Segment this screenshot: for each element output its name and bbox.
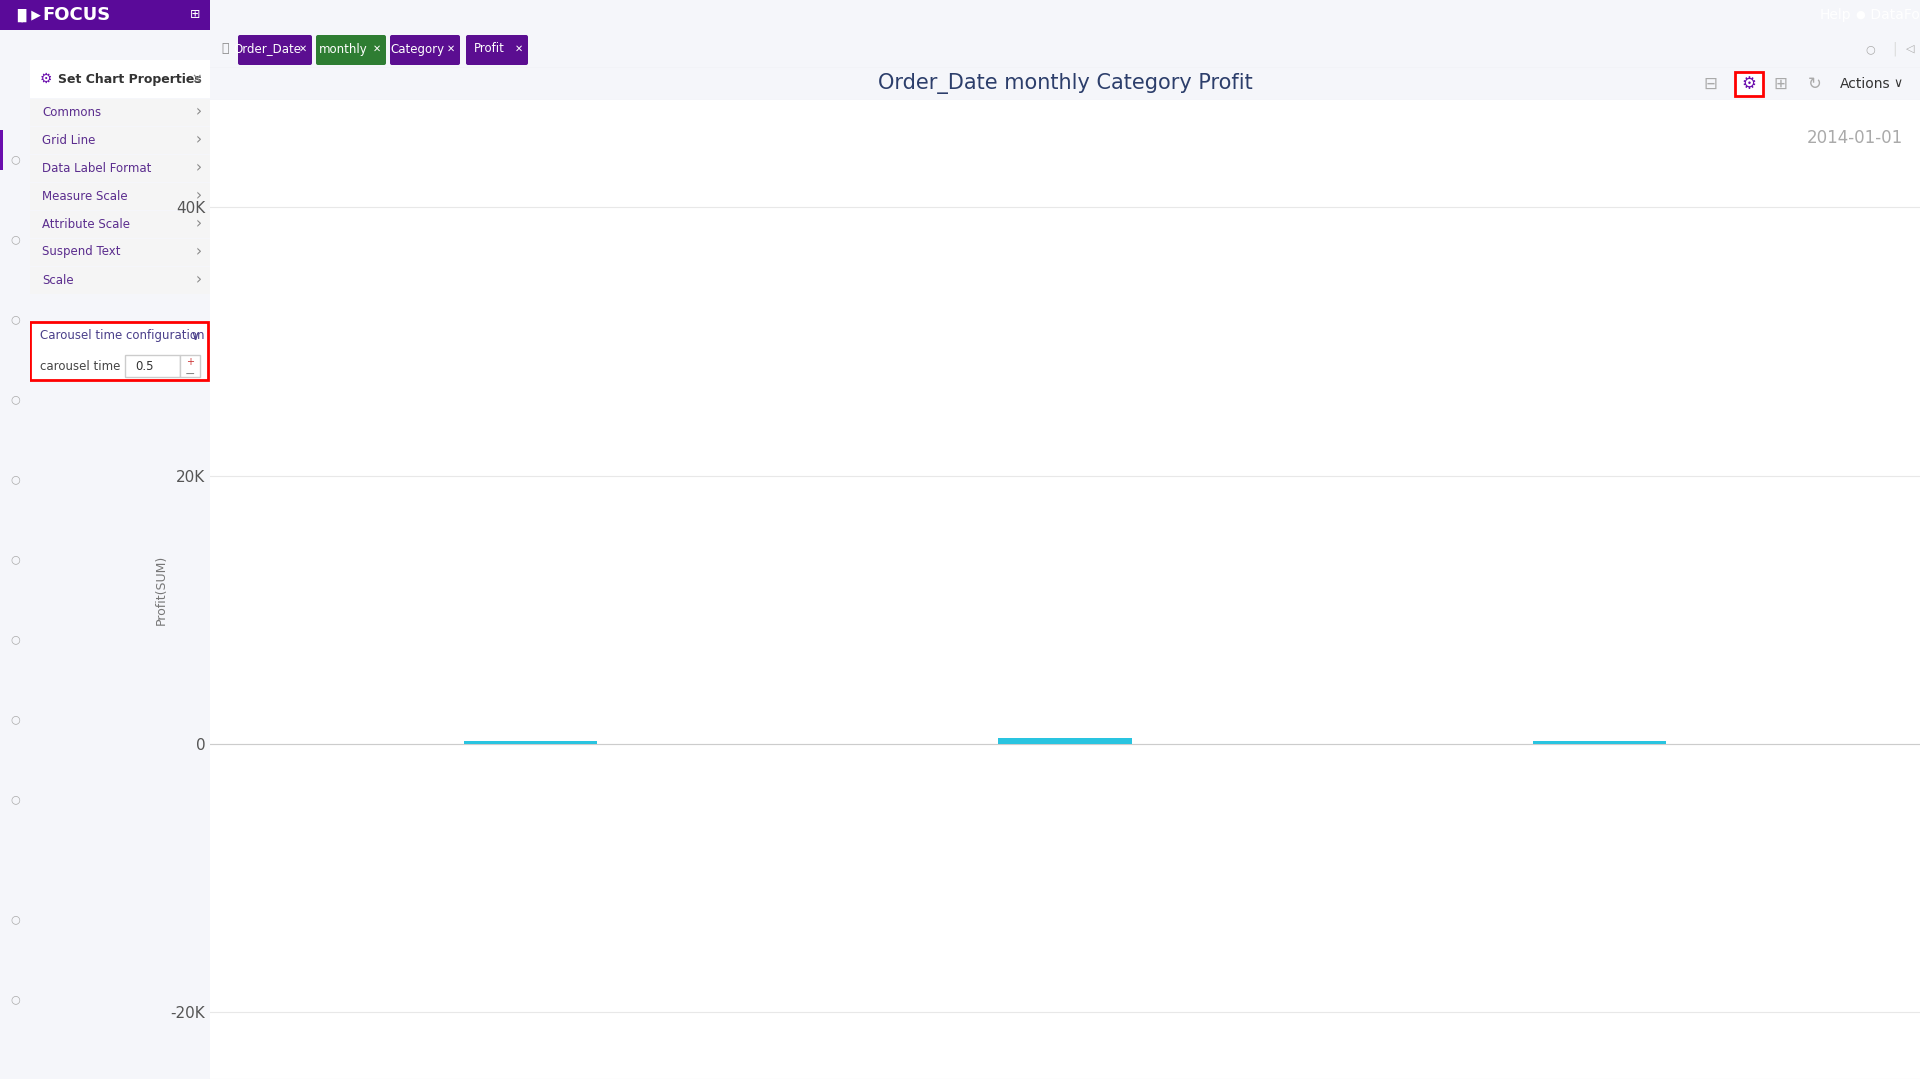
Bar bbox=[31, 60, 209, 98]
Bar bbox=[0, 129, 4, 170]
Bar bbox=[31, 183, 209, 210]
Bar bbox=[180, 355, 200, 377]
Text: DataFocus: DataFocus bbox=[1866, 8, 1920, 22]
Text: FOCUS: FOCUS bbox=[42, 6, 109, 24]
Text: ›: › bbox=[196, 105, 202, 120]
Text: +: + bbox=[186, 357, 194, 367]
Text: Grid Line: Grid Line bbox=[42, 134, 96, 147]
Text: ○: ○ bbox=[10, 634, 19, 644]
Text: Category: Category bbox=[390, 42, 444, 55]
Text: ○: ○ bbox=[10, 714, 19, 724]
Text: 🔍: 🔍 bbox=[221, 42, 228, 55]
Text: ●: ● bbox=[1855, 10, 1864, 21]
Text: monthly: monthly bbox=[319, 42, 367, 55]
Text: ✕: ✕ bbox=[372, 44, 380, 54]
Text: ○: ○ bbox=[10, 154, 19, 164]
Text: ✕: ✕ bbox=[447, 44, 455, 54]
Bar bbox=[31, 99, 209, 126]
FancyBboxPatch shape bbox=[238, 35, 311, 65]
Text: ⊞: ⊞ bbox=[1772, 76, 1788, 93]
Y-axis label: Profit(SUM): Profit(SUM) bbox=[156, 555, 167, 625]
Text: Commons: Commons bbox=[42, 106, 102, 119]
FancyBboxPatch shape bbox=[1736, 72, 1763, 96]
Text: ⚙: ⚙ bbox=[1741, 76, 1757, 93]
Bar bbox=[0, 0, 209, 30]
Text: ›: › bbox=[196, 133, 202, 148]
Text: ✕: ✕ bbox=[515, 44, 522, 54]
Text: ○: ○ bbox=[10, 394, 19, 404]
Text: ▐▌▶: ▐▌▶ bbox=[12, 9, 40, 22]
Text: carousel time: carousel time bbox=[40, 359, 121, 372]
Text: Attribute Scale: Attribute Scale bbox=[42, 218, 131, 231]
Bar bbox=[465, 741, 597, 743]
FancyBboxPatch shape bbox=[317, 35, 386, 65]
Text: 0.5: 0.5 bbox=[136, 359, 154, 372]
Text: ○: ○ bbox=[10, 914, 19, 924]
Text: |: | bbox=[1893, 42, 1897, 56]
Text: ○: ○ bbox=[10, 994, 19, 1003]
Text: ›: › bbox=[196, 217, 202, 232]
Bar bbox=[31, 240, 209, 267]
Text: ⊞: ⊞ bbox=[190, 9, 200, 22]
Text: −: − bbox=[184, 368, 196, 381]
Text: ✕: ✕ bbox=[300, 44, 307, 54]
Text: ⚙: ⚙ bbox=[40, 72, 52, 86]
Text: ›: › bbox=[196, 161, 202, 176]
Text: ◁: ◁ bbox=[1907, 44, 1914, 54]
Text: ⊟: ⊟ bbox=[1703, 76, 1716, 93]
Bar bbox=[31, 322, 207, 380]
Text: ○: ○ bbox=[10, 234, 19, 244]
Bar bbox=[31, 211, 209, 238]
Title: Order_Date monthly Category Profit: Order_Date monthly Category Profit bbox=[877, 73, 1252, 94]
Text: ›: › bbox=[196, 245, 202, 260]
Text: ○: ○ bbox=[10, 794, 19, 804]
Text: Order_Date: Order_Date bbox=[232, 42, 301, 55]
Text: Actions: Actions bbox=[1839, 77, 1891, 91]
Text: Data Label Format: Data Label Format bbox=[42, 162, 152, 175]
FancyBboxPatch shape bbox=[467, 35, 528, 65]
Text: ○: ○ bbox=[10, 314, 19, 324]
Text: ›: › bbox=[196, 273, 202, 287]
Text: Help: Help bbox=[1820, 8, 1851, 22]
Text: 2014-01-01: 2014-01-01 bbox=[1807, 129, 1903, 148]
Text: Scale: Scale bbox=[42, 273, 73, 287]
Text: ✕: ✕ bbox=[192, 72, 202, 85]
Text: ›: › bbox=[196, 189, 202, 204]
Bar bbox=[998, 738, 1131, 743]
Bar bbox=[31, 127, 209, 154]
Text: Profit: Profit bbox=[474, 42, 505, 55]
Text: ∨: ∨ bbox=[190, 329, 200, 342]
Text: Suspend Text: Suspend Text bbox=[42, 246, 121, 259]
Text: ○: ○ bbox=[10, 474, 19, 484]
Text: ↻: ↻ bbox=[1809, 76, 1822, 93]
Text: ○: ○ bbox=[1864, 44, 1874, 54]
FancyBboxPatch shape bbox=[390, 35, 461, 65]
Bar bbox=[125, 355, 180, 377]
Bar bbox=[31, 267, 209, 293]
Text: ∨: ∨ bbox=[1893, 78, 1903, 91]
Bar bbox=[1532, 741, 1667, 743]
Text: Measure Scale: Measure Scale bbox=[42, 190, 127, 203]
Text: Set Chart Properties: Set Chart Properties bbox=[58, 72, 202, 85]
Bar bbox=[31, 155, 209, 182]
Text: ○: ○ bbox=[10, 554, 19, 564]
Text: Carousel time configuration: Carousel time configuration bbox=[40, 329, 205, 342]
